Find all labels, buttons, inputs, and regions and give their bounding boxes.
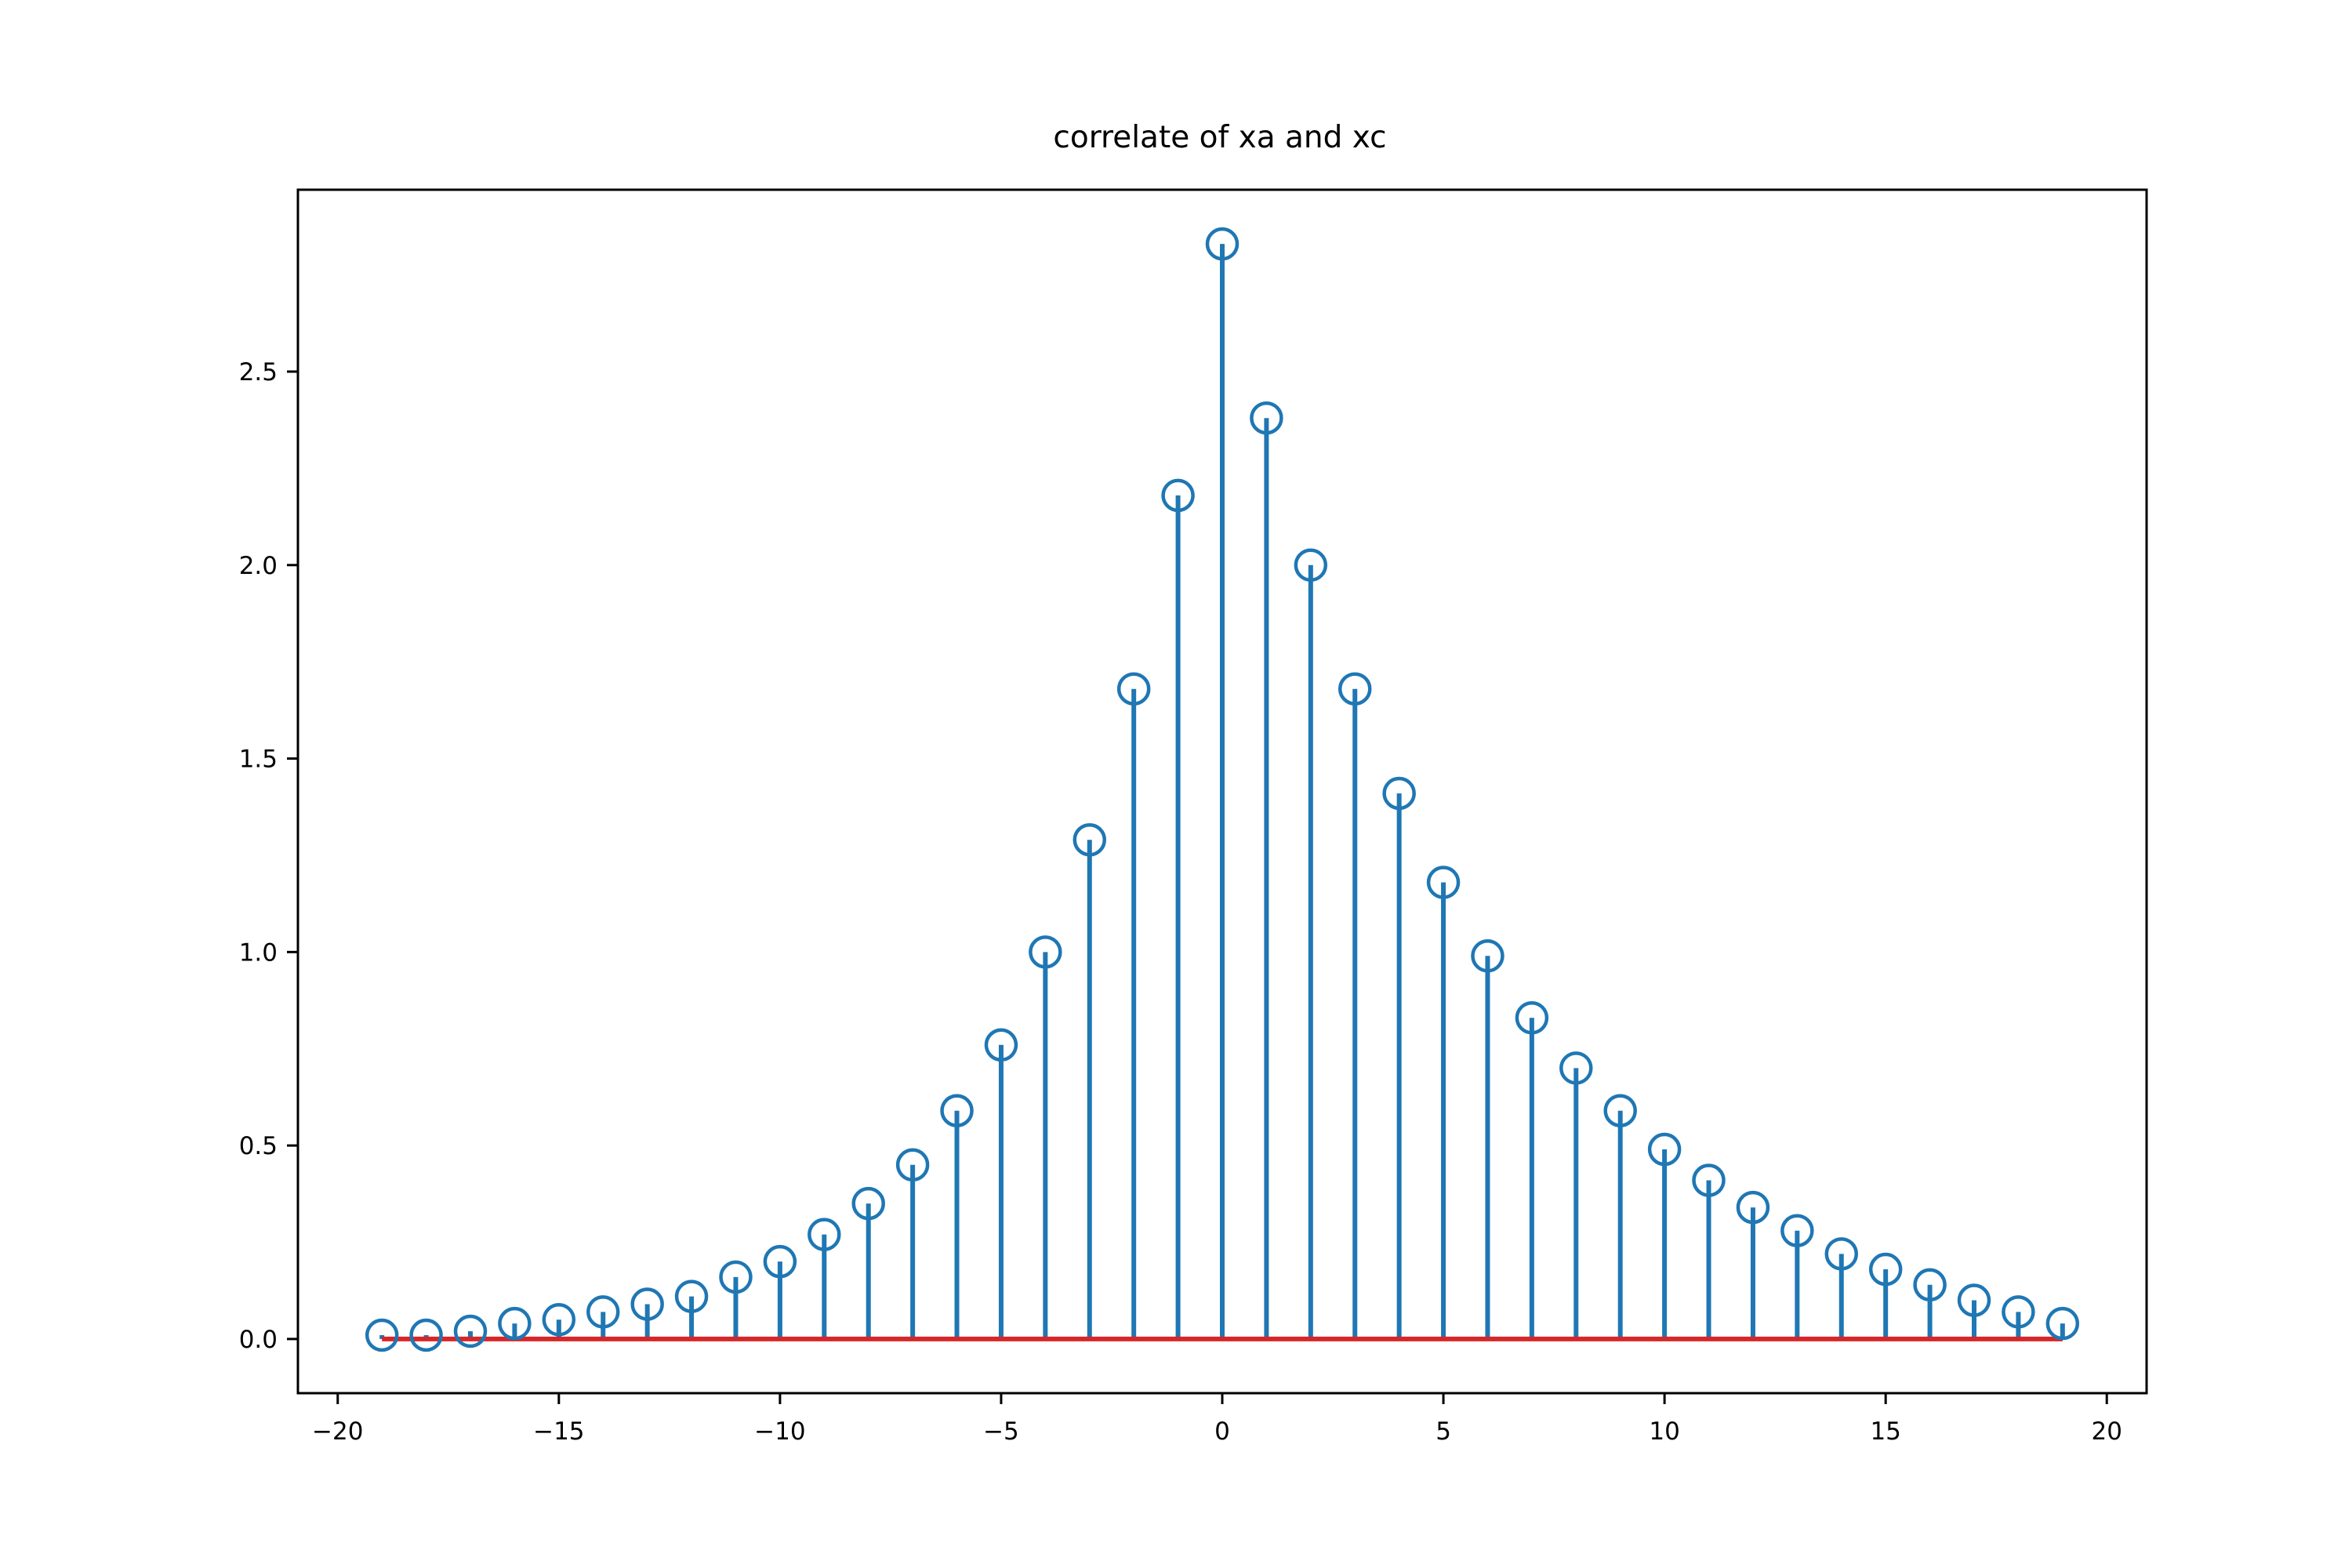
stem-marker (586, 1295, 620, 1329)
stem-marker (1471, 939, 1504, 973)
stem-marker (763, 1244, 797, 1279)
stem-marker (851, 1186, 885, 1221)
stem-marker (1957, 1283, 1991, 1317)
stem-marker (895, 1148, 930, 1182)
stem-marker (542, 1302, 576, 1337)
y-tick-label: 1.5 (239, 746, 278, 774)
x-tick-label: 15 (1870, 1417, 1900, 1446)
x-tick-label: 20 (2092, 1417, 2122, 1446)
stem-marker (1603, 1094, 1637, 1127)
x-tick-label: −10 (754, 1417, 805, 1446)
x-tick-label: 10 (1649, 1417, 1679, 1446)
stem-marker (1382, 776, 1416, 811)
stem-marker (1073, 822, 1107, 857)
x-tick-label: 0 (1214, 1417, 1230, 1446)
y-tick-label: 2.0 (239, 552, 278, 580)
stem-marker (1116, 672, 1151, 706)
stem-marker (1250, 401, 1283, 435)
chart-title: correlate of xa and xc (1053, 120, 1386, 155)
stem-marker (1868, 1252, 1903, 1287)
y-tick-label: 1.0 (239, 938, 278, 967)
stem-marker (1426, 866, 1461, 899)
stem-marker (453, 1314, 488, 1348)
stem-marker (1161, 478, 1195, 513)
y-tick-label: 2.5 (239, 358, 278, 387)
stem-marker (1559, 1051, 1593, 1085)
stem-marker (940, 1094, 974, 1127)
stem-marker (719, 1260, 753, 1294)
stem-marker (984, 1028, 1018, 1062)
stem-marker (1692, 1163, 1726, 1197)
stem-marker (1515, 1000, 1549, 1035)
stem-marker (2045, 1306, 2080, 1341)
stem-marker (498, 1306, 532, 1341)
stem-marker (1736, 1190, 1770, 1225)
stem-marker (674, 1279, 709, 1313)
y-tick-label: 0.5 (239, 1132, 278, 1160)
x-tick-label: −15 (533, 1417, 584, 1446)
stem-marker (1647, 1132, 1682, 1167)
stem-marker (1205, 227, 1240, 261)
stem-marker (365, 1318, 399, 1352)
stem-marker (1913, 1268, 1947, 1302)
x-tick-label: 5 (1436, 1417, 1451, 1446)
stem-marker (808, 1218, 841, 1251)
stem-marker (1338, 672, 1372, 706)
stem-marker (2002, 1295, 2035, 1329)
stem-marker (1294, 548, 1328, 583)
y-axis: 0.0 0.5 1.0 1.5 2.0 2.5 (239, 358, 298, 1354)
stem-marker (1780, 1214, 1814, 1247)
stem-marker (1824, 1237, 1859, 1271)
stem-marker (409, 1318, 443, 1352)
stem-marker (1029, 935, 1062, 969)
x-axis: −20 −15 −10 −5 0 5 10 15 20 (312, 1393, 2122, 1446)
y-tick-label: 0.0 (239, 1326, 278, 1354)
x-tick-label: −20 (312, 1417, 363, 1446)
x-tick-label: −5 (983, 1417, 1019, 1446)
stem-marker (630, 1287, 664, 1321)
